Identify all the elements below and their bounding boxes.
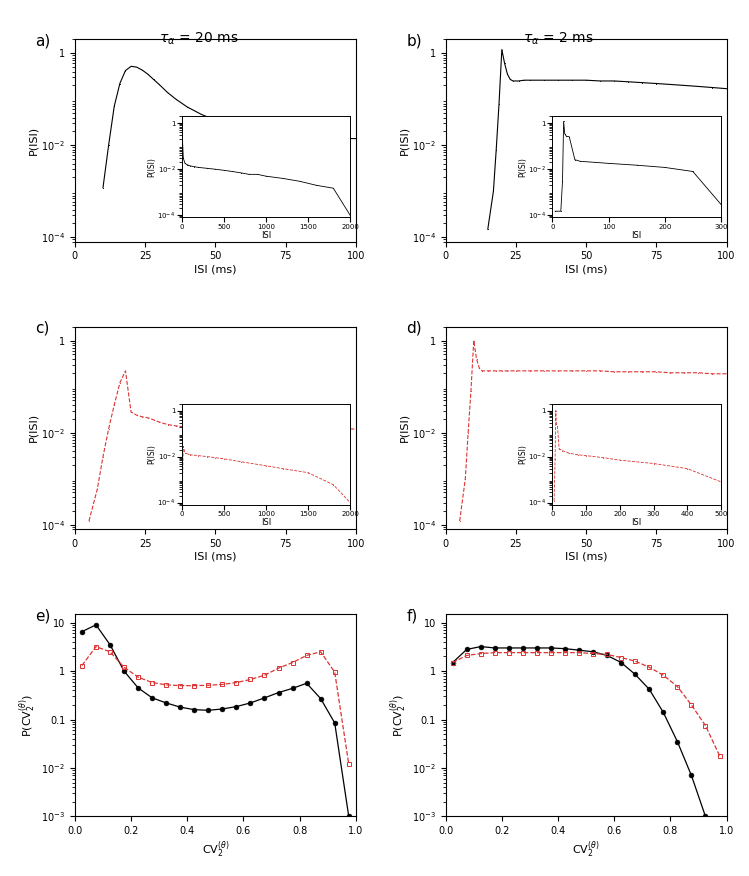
Text: $\tau_\alpha$ = 2 ms: $\tau_\alpha$ = 2 ms: [523, 31, 593, 47]
Text: e): e): [36, 608, 51, 623]
Y-axis label: P(ISI): P(ISI): [399, 413, 409, 442]
Text: f): f): [406, 608, 418, 623]
Text: d): d): [406, 321, 422, 336]
X-axis label: ISI (ms): ISI (ms): [565, 552, 607, 562]
X-axis label: CV$_2^{(\theta)}$: CV$_2^{(\theta)}$: [572, 839, 600, 859]
Y-axis label: P(ISI): P(ISI): [399, 126, 409, 155]
Y-axis label: P(CV$_2^{(\theta)}$): P(CV$_2^{(\theta)}$): [389, 694, 409, 737]
Text: c): c): [36, 321, 50, 336]
Text: a): a): [36, 33, 51, 48]
Text: b): b): [406, 33, 422, 48]
X-axis label: CV$_2^{(\theta)}$: CV$_2^{(\theta)}$: [201, 839, 229, 859]
Y-axis label: P(CV$_2^{(\theta)}$): P(CV$_2^{(\theta)}$): [18, 694, 38, 737]
X-axis label: ISI (ms): ISI (ms): [565, 265, 607, 274]
Text: $\tau_\alpha$ = 20 ms: $\tau_\alpha$ = 20 ms: [159, 31, 238, 47]
Y-axis label: P(ISI): P(ISI): [28, 413, 38, 442]
X-axis label: ISI (ms): ISI (ms): [194, 265, 237, 274]
Y-axis label: P(ISI): P(ISI): [28, 126, 38, 155]
X-axis label: ISI (ms): ISI (ms): [194, 552, 237, 562]
